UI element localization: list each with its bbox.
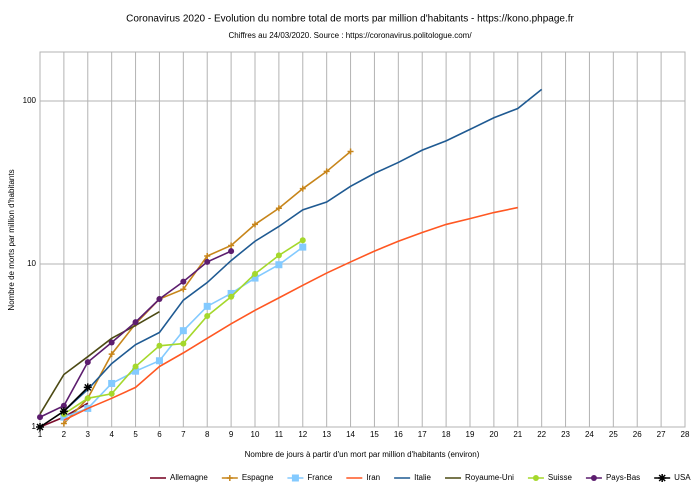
data-point [108, 390, 115, 397]
data-point [84, 359, 91, 366]
legend-label: Espagne [242, 473, 274, 482]
x-tick-label: 6 [157, 430, 162, 439]
x-tick-label: 21 [513, 430, 522, 439]
x-tick-label: 12 [298, 430, 307, 439]
y-axis-label: Nombre de morts par million d'habitants [7, 169, 16, 310]
x-tick-label: 22 [537, 430, 546, 439]
data-point [108, 339, 115, 346]
data-point [60, 402, 67, 409]
x-tick-label: 3 [86, 430, 91, 439]
x-tick-label: 18 [442, 430, 451, 439]
data-point [84, 395, 91, 402]
legend-label: France [307, 473, 332, 482]
x-tick-label: 17 [418, 430, 427, 439]
series-line [63, 88, 543, 412]
series-line [63, 206, 518, 421]
x-tick-label: 23 [561, 430, 570, 439]
x-tick-label: 27 [657, 430, 666, 439]
data-point [60, 420, 67, 427]
x-tick-label: 4 [109, 430, 114, 439]
data-point [275, 261, 283, 269]
data-point [132, 363, 139, 370]
legend-label: Royaume-Uni [465, 473, 514, 482]
data-point [252, 270, 258, 277]
x-tick-label: 7 [181, 430, 186, 439]
data-point [275, 252, 282, 259]
x-tick-label: 16 [394, 430, 403, 439]
x-tick-label: 20 [489, 430, 498, 439]
legend-label: Pays-Bas [606, 473, 640, 482]
data-point [204, 258, 211, 265]
legend-label: USA [674, 473, 691, 482]
chart-subtitle: Chiffres au 24/03/2020. Source : https:/… [228, 31, 472, 40]
legend-label: Italie [414, 473, 431, 482]
data-point [36, 423, 44, 431]
legend-label: Allemagne [170, 473, 208, 482]
data-point [204, 312, 211, 319]
legend-marker [590, 475, 597, 481]
data-point [203, 302, 211, 310]
data-point [180, 278, 187, 285]
x-tick-label: 9 [229, 430, 234, 439]
x-tick-label: 28 [681, 430, 690, 439]
data-point [59, 407, 68, 416]
data-point [228, 242, 235, 249]
x-tick-label: 5 [133, 430, 138, 439]
data-point [299, 243, 307, 251]
x-tick-label: 19 [466, 430, 475, 439]
data-point [347, 148, 354, 155]
data-point [37, 414, 43, 421]
x-tick-label: 13 [322, 430, 331, 439]
x-tick-label: 24 [585, 430, 594, 439]
data-point [228, 293, 235, 300]
x-tick-label: 1 [38, 430, 43, 439]
data-point [299, 237, 306, 244]
data-point [275, 205, 282, 212]
data-point [156, 296, 163, 303]
x-tick-label: 10 [251, 430, 260, 439]
data-point [252, 221, 258, 228]
data-point [228, 248, 235, 255]
y-tick-label: 10 [27, 259, 36, 268]
data-point [156, 342, 163, 349]
chart-title: Coronavirus 2020 - Evolution du nombre t… [126, 14, 574, 25]
data-point [180, 340, 187, 347]
data-point [83, 383, 92, 392]
data-point [299, 185, 306, 192]
data-point [180, 286, 187, 293]
x-tick-label: 14 [346, 430, 355, 439]
series-line [39, 310, 160, 415]
data-point [132, 367, 140, 375]
legend-marker [226, 475, 233, 481]
x-tick-label: 26 [633, 430, 642, 439]
legend-label: Iran [366, 473, 380, 482]
y-tick-label: 1 [32, 422, 37, 431]
data-point [108, 351, 115, 358]
legend-marker [291, 474, 299, 482]
data-point [323, 168, 330, 175]
data-point [60, 413, 68, 421]
data-point [204, 253, 211, 260]
data-point [251, 274, 259, 282]
data-point [132, 319, 139, 326]
x-tick-label: 11 [275, 430, 284, 439]
x-tick-label: 25 [609, 430, 618, 439]
x-tick-label: 15 [370, 430, 379, 439]
legend-label: Suisse [548, 473, 573, 482]
data-point [155, 357, 163, 365]
y-tick-label: 100 [23, 96, 37, 105]
legend-marker [658, 474, 667, 482]
x-tick-label: 8 [205, 430, 210, 439]
data-point [179, 327, 187, 335]
legend-marker [532, 475, 539, 481]
data-point [227, 289, 235, 297]
x-axis-label: Nombre de jours à partir d'un mort par m… [245, 450, 480, 459]
x-tick-label: 2 [62, 430, 67, 439]
data-point [108, 379, 116, 387]
